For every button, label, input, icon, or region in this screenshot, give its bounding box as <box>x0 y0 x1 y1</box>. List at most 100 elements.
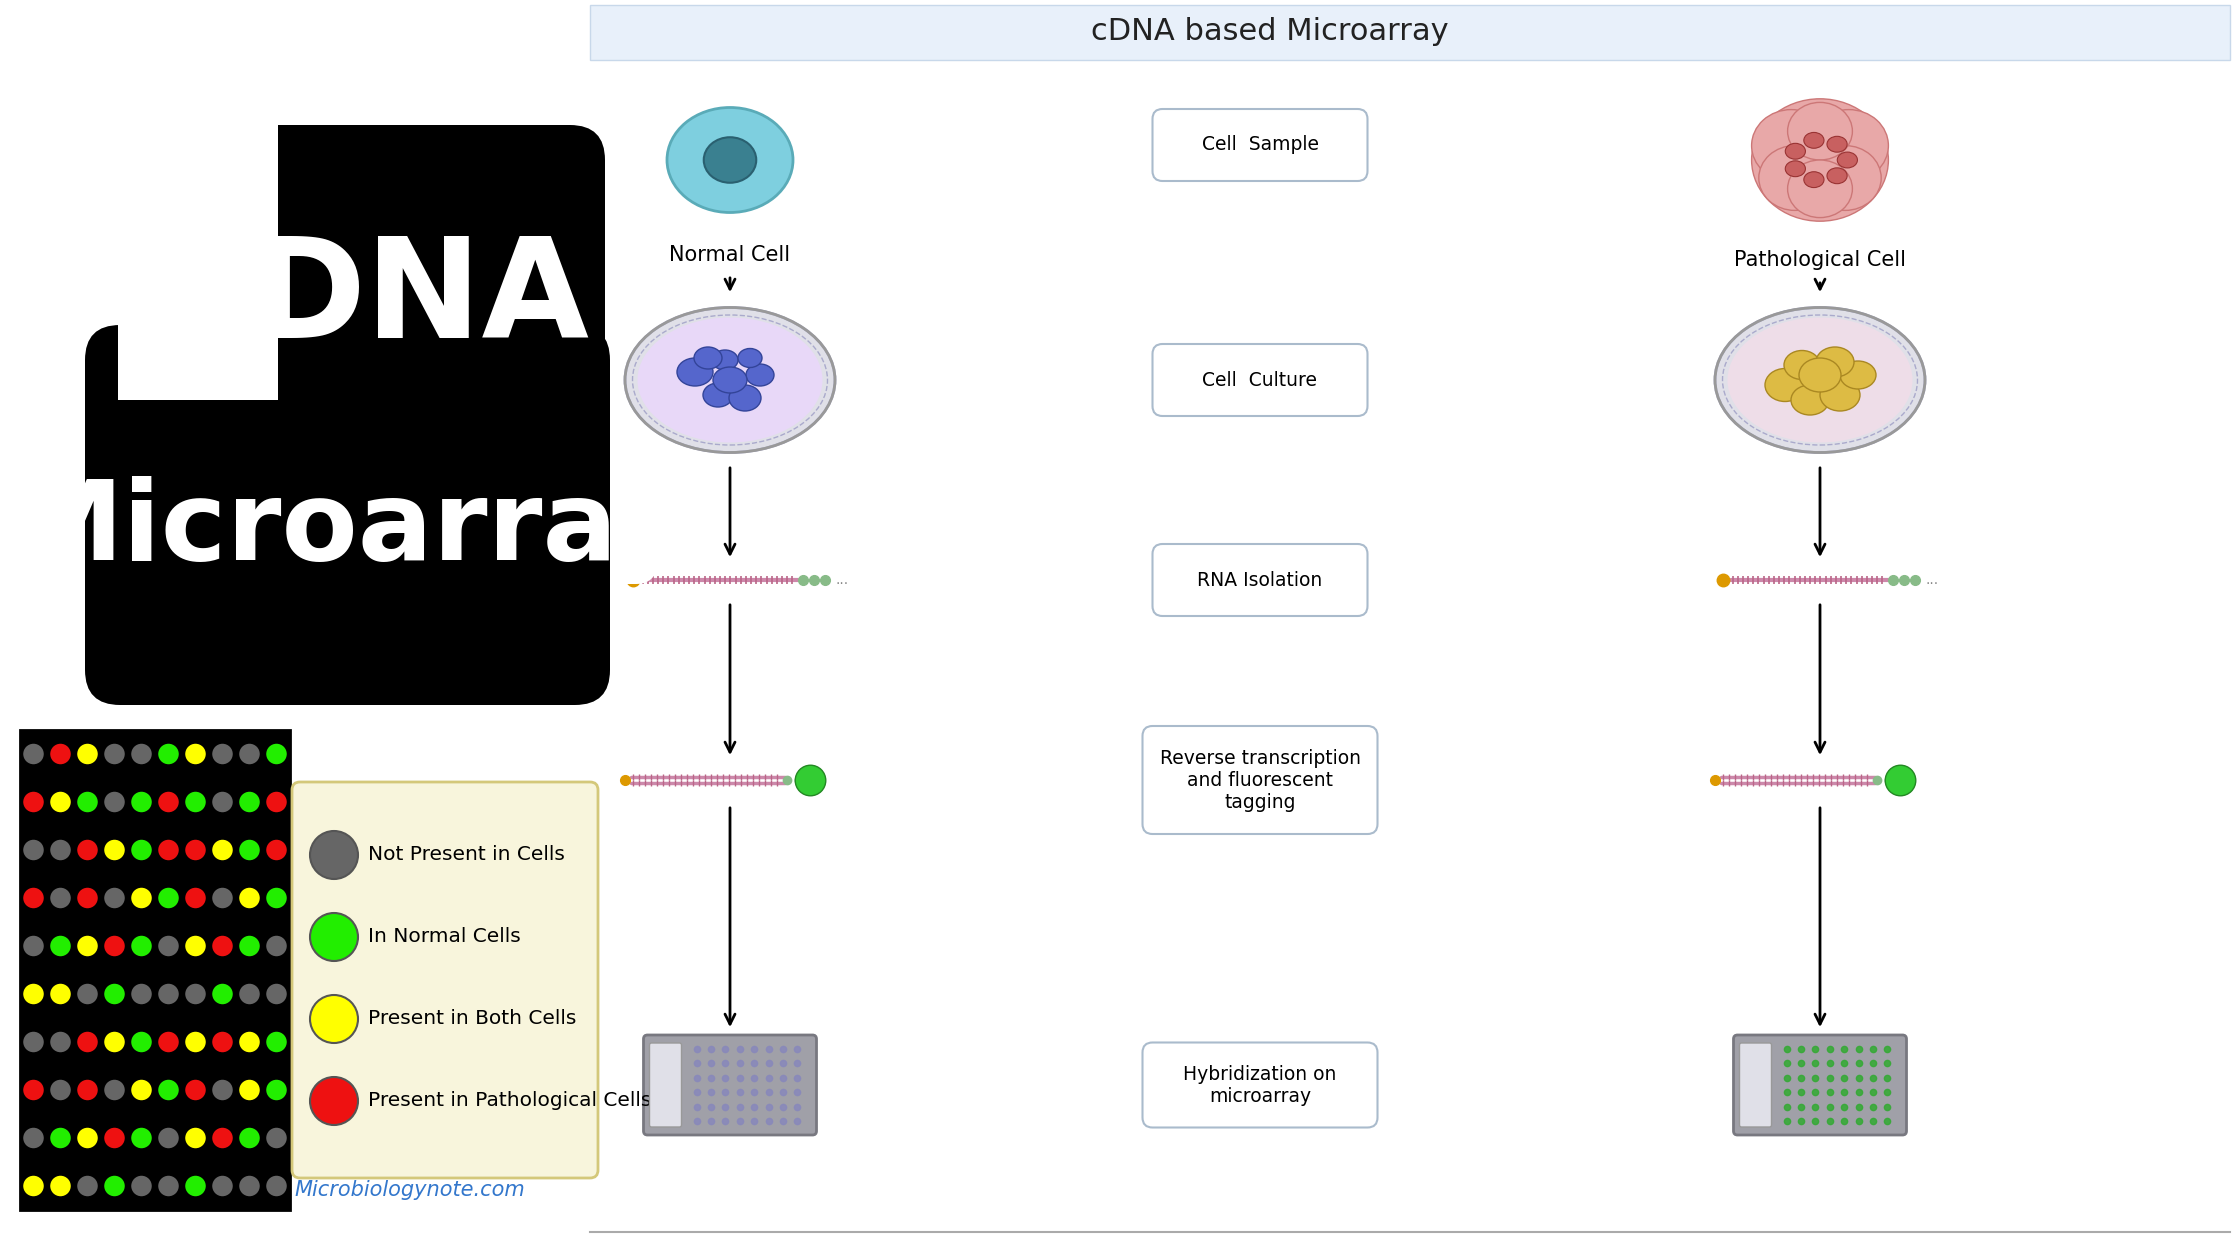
Ellipse shape <box>728 386 762 411</box>
Circle shape <box>22 984 45 1004</box>
Ellipse shape <box>1828 168 1848 184</box>
Circle shape <box>240 888 260 908</box>
Text: Pathological Cell: Pathological Cell <box>1734 249 1906 270</box>
Circle shape <box>22 1032 45 1052</box>
Circle shape <box>159 888 179 908</box>
Ellipse shape <box>1839 362 1877 389</box>
Circle shape <box>186 1176 206 1196</box>
Circle shape <box>76 1080 99 1100</box>
Circle shape <box>213 1032 233 1052</box>
FancyBboxPatch shape <box>1142 1042 1378 1128</box>
Circle shape <box>22 743 45 765</box>
Ellipse shape <box>712 367 746 393</box>
Text: Present in Both Cells: Present in Both Cells <box>367 1009 576 1028</box>
Ellipse shape <box>1758 146 1830 210</box>
Ellipse shape <box>1752 98 1888 222</box>
Circle shape <box>186 743 206 765</box>
Text: Not Present in Cells: Not Present in Cells <box>367 845 564 864</box>
Text: In Normal Cells: In Normal Cells <box>367 927 520 946</box>
Circle shape <box>132 1080 152 1100</box>
Ellipse shape <box>1810 146 1882 210</box>
Ellipse shape <box>1788 102 1852 160</box>
Circle shape <box>186 791 206 813</box>
Circle shape <box>49 839 72 861</box>
Circle shape <box>76 839 99 861</box>
Circle shape <box>267 839 287 861</box>
Circle shape <box>213 984 233 1004</box>
Circle shape <box>213 1176 233 1196</box>
Circle shape <box>105 791 125 813</box>
Circle shape <box>267 743 287 765</box>
Circle shape <box>132 1032 152 1052</box>
Ellipse shape <box>703 383 732 407</box>
Circle shape <box>213 743 233 765</box>
Ellipse shape <box>1783 350 1819 379</box>
Circle shape <box>267 1128 287 1148</box>
Circle shape <box>49 984 72 1004</box>
Ellipse shape <box>1799 358 1841 392</box>
Circle shape <box>105 743 125 765</box>
Circle shape <box>267 1176 287 1196</box>
Circle shape <box>76 984 99 1004</box>
Circle shape <box>267 936 287 956</box>
Ellipse shape <box>1716 307 1924 452</box>
Ellipse shape <box>746 364 775 386</box>
Circle shape <box>76 1128 99 1148</box>
FancyBboxPatch shape <box>85 325 609 706</box>
Circle shape <box>213 1080 233 1100</box>
Circle shape <box>132 1176 152 1196</box>
Circle shape <box>240 839 260 861</box>
Circle shape <box>132 743 152 765</box>
Circle shape <box>22 1176 45 1196</box>
Text: Hybridization on
microarray: Hybridization on microarray <box>1183 1065 1337 1105</box>
Circle shape <box>186 1080 206 1100</box>
Text: ...: ... <box>1926 573 1938 587</box>
FancyBboxPatch shape <box>1154 544 1366 616</box>
Circle shape <box>186 839 206 861</box>
Ellipse shape <box>703 137 757 183</box>
Ellipse shape <box>1803 171 1823 188</box>
Circle shape <box>309 995 358 1043</box>
Circle shape <box>159 984 179 1004</box>
Circle shape <box>213 1128 233 1148</box>
Circle shape <box>22 888 45 908</box>
Circle shape <box>213 936 233 956</box>
Ellipse shape <box>638 318 822 442</box>
Circle shape <box>186 1128 206 1148</box>
Circle shape <box>309 1077 358 1125</box>
Text: Microarray: Microarray <box>13 476 688 583</box>
Ellipse shape <box>1792 386 1830 415</box>
Circle shape <box>105 839 125 861</box>
Circle shape <box>22 839 45 861</box>
Circle shape <box>49 1080 72 1100</box>
FancyBboxPatch shape <box>240 125 605 475</box>
Circle shape <box>267 984 287 1004</box>
Circle shape <box>240 1080 260 1100</box>
Circle shape <box>22 791 45 813</box>
Circle shape <box>159 1080 179 1100</box>
Circle shape <box>213 888 233 908</box>
Circle shape <box>159 791 179 813</box>
Circle shape <box>49 743 72 765</box>
Text: cDNA based Microarray: cDNA based Microarray <box>1091 18 1449 47</box>
Circle shape <box>267 888 287 908</box>
Circle shape <box>76 1176 99 1196</box>
Ellipse shape <box>668 107 793 213</box>
FancyBboxPatch shape <box>643 1034 818 1135</box>
Ellipse shape <box>1810 110 1888 181</box>
Circle shape <box>159 1032 179 1052</box>
FancyBboxPatch shape <box>1734 1034 1906 1135</box>
Circle shape <box>186 936 206 956</box>
FancyBboxPatch shape <box>1142 726 1378 834</box>
Circle shape <box>22 1080 45 1100</box>
Circle shape <box>22 936 45 956</box>
Ellipse shape <box>1837 152 1857 168</box>
Circle shape <box>213 839 233 861</box>
Circle shape <box>105 1128 125 1148</box>
Ellipse shape <box>676 358 712 386</box>
FancyBboxPatch shape <box>119 120 278 399</box>
Circle shape <box>132 1128 152 1148</box>
Ellipse shape <box>737 349 762 368</box>
Circle shape <box>132 839 152 861</box>
Circle shape <box>105 1080 125 1100</box>
